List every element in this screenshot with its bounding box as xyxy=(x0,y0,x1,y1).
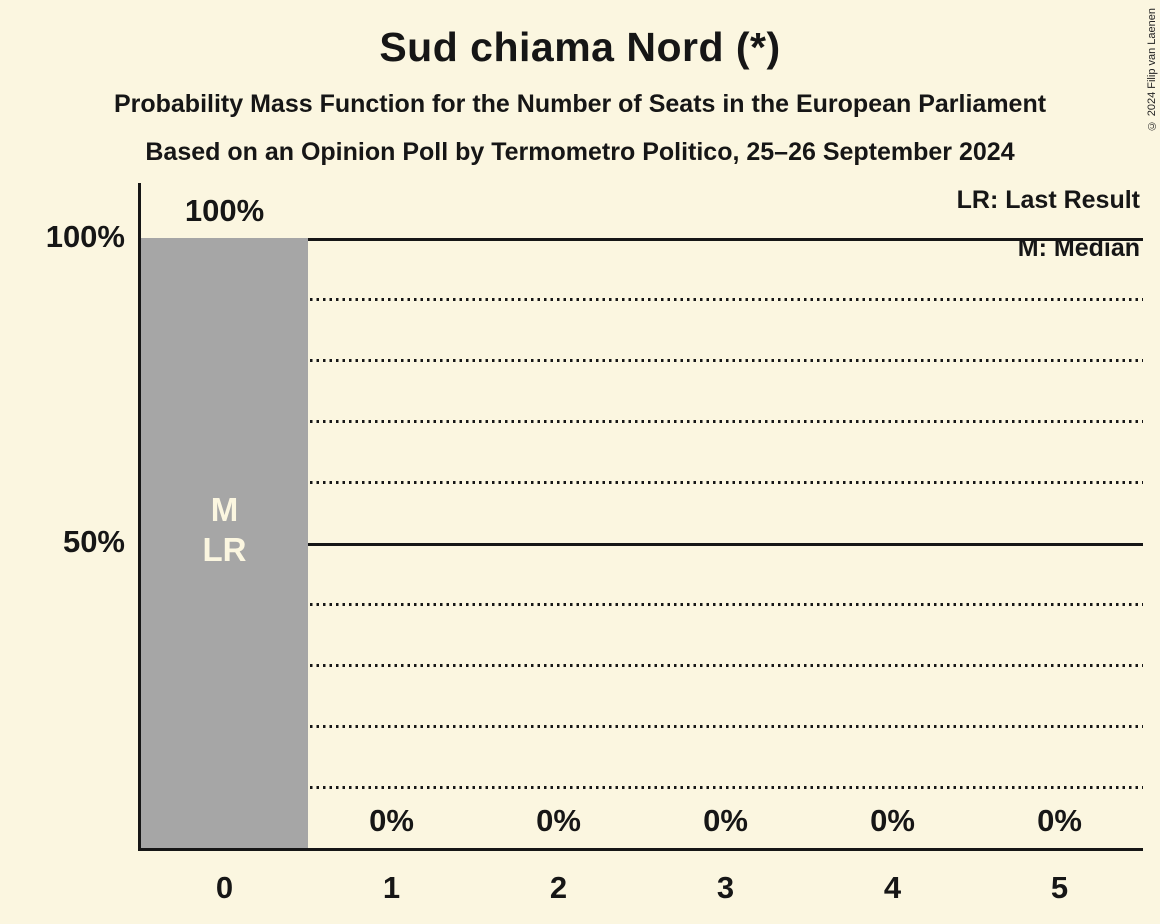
x-tick-label-0: 0 xyxy=(215,870,234,905)
gridline-dotted-40pct xyxy=(141,603,1143,606)
x-tick-label-1: 1 xyxy=(382,870,401,905)
bar-value-label-0: 100% xyxy=(184,193,265,228)
x-tick-label-3: 3 xyxy=(716,870,735,905)
y-axis-label-50: 50% xyxy=(62,524,125,559)
y-axis-label-100: 100% xyxy=(45,219,125,254)
bar-seats-0 xyxy=(141,238,308,848)
chart-title: Sud chiama Nord (*) xyxy=(379,24,781,70)
bar-inner-label-m: M xyxy=(210,491,239,528)
gridline-dotted-70pct xyxy=(141,420,1143,423)
gridline-dotted-30pct xyxy=(141,664,1143,667)
bar-value-label-2: 0% xyxy=(536,803,581,838)
gridline-dotted-10pct xyxy=(141,786,1143,789)
plot-area: 100% 0 0% 1 0% 2 0% 3 0% 4 0% 5 M LR xyxy=(138,183,1143,905)
bar-value-label-4: 0% xyxy=(870,803,915,838)
gridline-solid-100pct xyxy=(141,238,1143,241)
legend-median: M: Median xyxy=(1017,234,1140,262)
x-tick-label-2: 2 xyxy=(549,870,568,905)
bar-value-label-1: 0% xyxy=(369,803,414,838)
gridline-dotted-90pct xyxy=(141,298,1143,301)
x-tick-label-5: 5 xyxy=(1050,870,1069,905)
chart-poll-source: Based on an Opinion Poll by Termometro P… xyxy=(145,138,1015,166)
bar-inner-label-lr: LR xyxy=(202,531,247,568)
bar-value-label-3: 0% xyxy=(703,803,748,838)
legend-last-result: LR: Last Result xyxy=(956,186,1140,214)
bar-value-label-5: 0% xyxy=(1037,803,1082,838)
gridline-dotted-80pct xyxy=(141,359,1143,362)
gridline-dotted-20pct xyxy=(141,725,1143,728)
copyright-text: © 2024 Filip van Laenen xyxy=(1146,8,1158,132)
x-tick-label-4: 4 xyxy=(883,870,902,905)
chart-subtitle: Probability Mass Function for the Number… xyxy=(113,90,1047,118)
gridline-dotted-60pct xyxy=(141,481,1143,484)
bar-median-lastresult-labels: M LR xyxy=(141,490,308,570)
gridline-solid-50pct xyxy=(141,543,1143,546)
